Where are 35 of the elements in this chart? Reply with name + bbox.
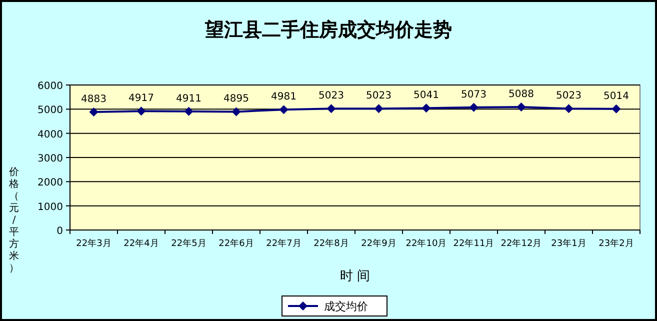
data-label: 5041 bbox=[414, 90, 439, 102]
x-tick-label: 22年9月 bbox=[361, 238, 396, 249]
y-tick-label: 4000 bbox=[38, 129, 63, 140]
x-tick-label: 22年11月 bbox=[453, 238, 494, 249]
y-tick-label: 3000 bbox=[38, 154, 63, 164]
y-tick-label: 0 bbox=[56, 226, 63, 237]
data-label: 5023 bbox=[318, 90, 344, 102]
data-label: 4883 bbox=[81, 94, 106, 105]
x-tick-label: 22年12月 bbox=[500, 238, 542, 249]
legend-label: 成交均价 bbox=[324, 300, 368, 313]
x-tick-label: 22年3月 bbox=[76, 238, 112, 249]
data-label: 5023 bbox=[556, 90, 582, 102]
x-tick-label: 23年1月 bbox=[551, 238, 586, 249]
text: 价格（元/平方米） bbox=[9, 167, 19, 274]
x-tick-label: 22年5月 bbox=[171, 238, 206, 249]
data-label: 4981 bbox=[271, 92, 296, 103]
x-tick-label: 22年6月 bbox=[218, 238, 254, 249]
x-tick-label: 23年2月 bbox=[598, 238, 634, 249]
y-tick-label: 1000 bbox=[38, 202, 63, 213]
x-tick-label: 22年8月 bbox=[314, 238, 349, 249]
data-label: 4917 bbox=[128, 93, 154, 104]
x-tick-label: 22年10月 bbox=[406, 238, 447, 249]
data-label: 4895 bbox=[224, 94, 249, 105]
data-label: 5014 bbox=[604, 90, 629, 102]
x-tick-label: 22年4月 bbox=[124, 238, 159, 249]
chart-title: 望江县二手住房成交均价走势 bbox=[204, 19, 452, 41]
data-label: 5023 bbox=[366, 90, 392, 102]
data-label: 4911 bbox=[176, 93, 202, 104]
y-tick-label: 6000 bbox=[38, 81, 63, 92]
data-label: 5073 bbox=[461, 89, 486, 100]
y-tick-label: 5000 bbox=[38, 105, 63, 116]
x-tick-label: 22年7月 bbox=[266, 238, 302, 249]
data-label: 5088 bbox=[508, 89, 534, 100]
x-axis-title: 时 间 bbox=[340, 269, 370, 284]
y-tick-label: 2000 bbox=[38, 178, 63, 189]
